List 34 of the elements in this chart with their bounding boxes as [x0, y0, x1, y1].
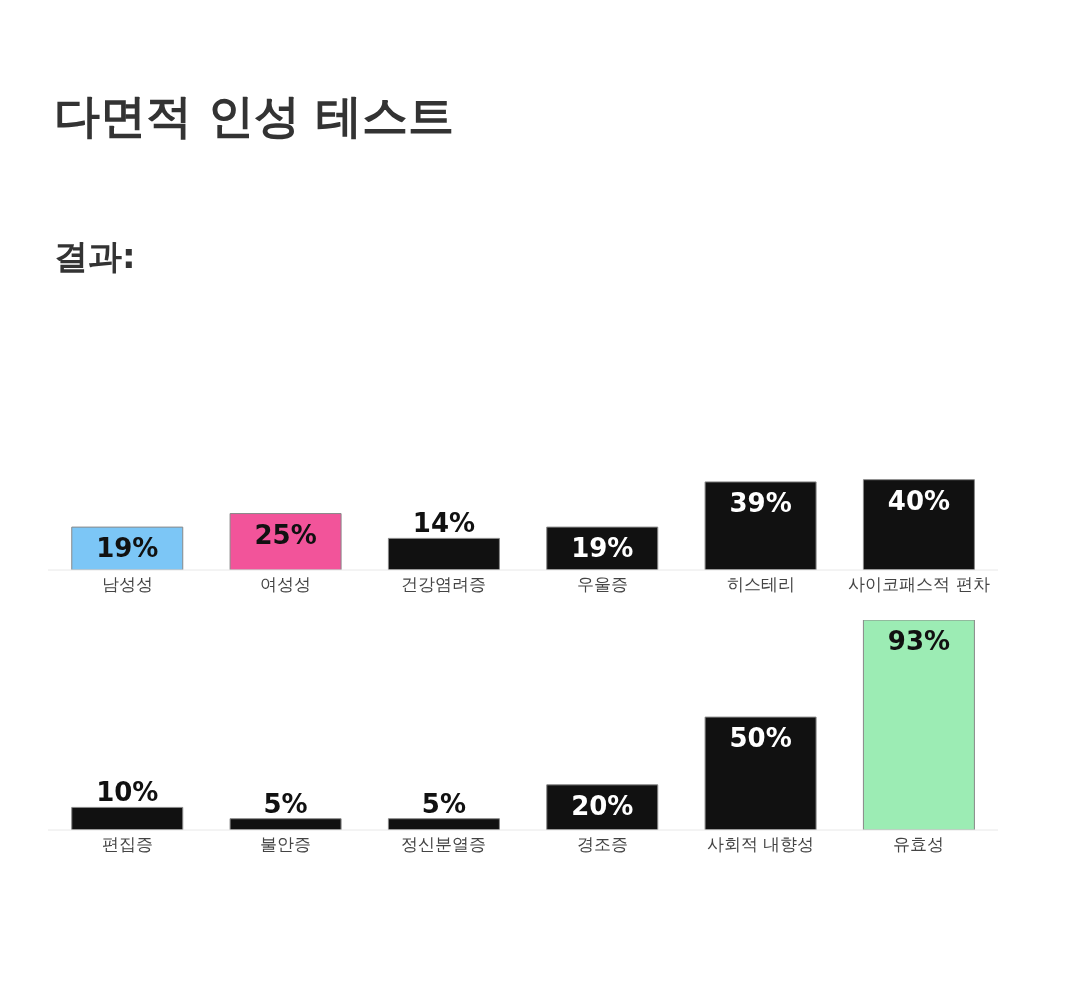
data-label: 25% [254, 519, 317, 550]
data-label: 40% [887, 485, 951, 516]
x-tick-label: 남성성 [101, 574, 153, 595]
bar [229, 818, 342, 830]
bar [71, 806, 184, 830]
data-label: 10% [96, 777, 159, 808]
bar [862, 620, 975, 830]
x-tick-label: 히스테리 [726, 574, 795, 595]
data-label: 19% [571, 533, 634, 564]
x-tick-label: 건강염려증 [401, 574, 487, 595]
data-label: 14% [412, 508, 476, 539]
x-tick-label: 유효성 [893, 834, 945, 855]
data-label: 50% [729, 723, 792, 754]
chart-title: 다면적 인성 테스트 [53, 88, 456, 145]
x-tick-label: 사이코패스적 편차 [848, 574, 990, 595]
data-label: 5% [421, 788, 466, 819]
x-tick-label: 편집증 [101, 834, 153, 855]
x-tick-label: 불안증 [260, 834, 311, 855]
x-tick-label: 정신분열증 [401, 834, 487, 855]
chart-subtitle: 결과: [53, 235, 137, 278]
bar [862, 479, 975, 570]
x-tick-label: 여성성 [260, 574, 311, 595]
data-label: 39% [729, 487, 792, 518]
bar [704, 716, 817, 830]
x-tick-label: 우울증 [576, 574, 628, 595]
x-tick-label: 사회적 내향성 [706, 834, 815, 855]
data-label: 93% [887, 626, 951, 656]
bar [704, 481, 817, 570]
data-label: 20% [571, 790, 634, 821]
bar [387, 818, 500, 830]
data-label: 19% [96, 533, 159, 564]
x-tick-label: 경조증 [576, 834, 628, 855]
bar [387, 537, 500, 570]
data-label: 5% [263, 788, 308, 819]
